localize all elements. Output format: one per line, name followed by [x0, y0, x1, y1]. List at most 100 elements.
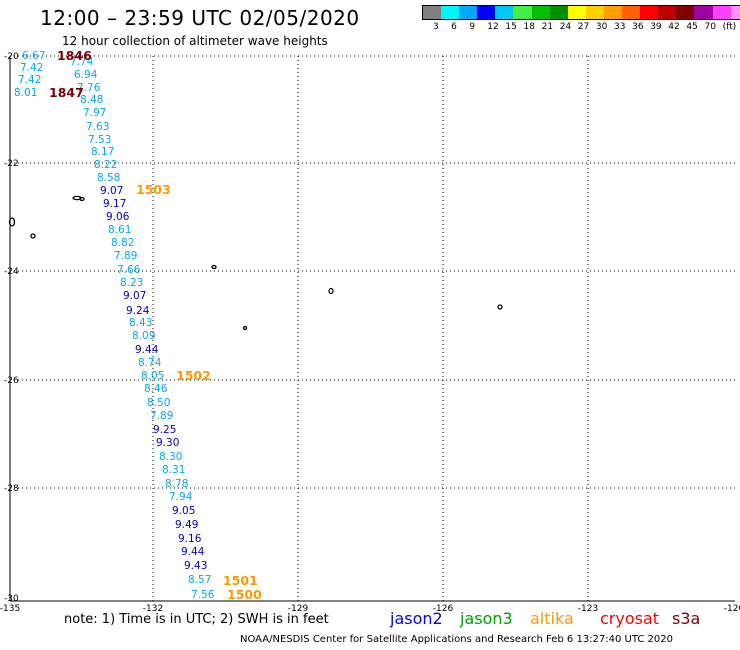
credit-line: NOAA/NESDIS Center for Satellite Applica… [240, 634, 673, 645]
legend-swatch [531, 6, 550, 19]
legend-swatch [423, 6, 442, 19]
legend-label: 18 [523, 22, 535, 32]
map-grid [9, 55, 735, 602]
wave-height-reading: 8.22 [94, 159, 117, 171]
satellite-name: jason2 [390, 609, 443, 628]
wave-height-reading: 9.07 [123, 290, 146, 302]
wave-height-reading: 8.30 [159, 451, 182, 463]
wave-height-reading: 9.17 [103, 198, 126, 210]
island-outline [30, 233, 36, 239]
wave-height-reading: 8.82 [111, 237, 134, 249]
island-outline [79, 196, 85, 202]
legend-swatch [730, 6, 740, 19]
wave-height-readings: 6.67 7.74 7.42 6.94 7.42 7.76 8.01 8.487.97 7.63… [14, 50, 215, 601]
longitude-label: -132 [143, 604, 163, 614]
wave-height-reading: 7.89 [150, 410, 173, 422]
longitude-label: -135 [0, 604, 20, 614]
latitude-label: -24 [4, 267, 19, 277]
wave-height-reading: 8.74 [138, 357, 162, 369]
wave-height-reading: 6.67 [22, 50, 45, 62]
wave-height-reading: 7.74 [70, 56, 94, 68]
wave-height-reading: 8.57 [188, 574, 211, 586]
legend-label: 42 [668, 22, 680, 32]
map-subtitle: 12 hour collection of altimeter wave hei… [62, 34, 328, 48]
wave-height-reading: 9.30 [156, 437, 179, 449]
longitude-label: -123 [578, 604, 598, 614]
wave-height-reading: 8.23 [120, 277, 143, 289]
island-outline [8, 217, 16, 227]
legend-swatch [658, 6, 677, 19]
wave-height-reading: 8.48 [80, 94, 103, 106]
legend-labels: 3 6 9 12 15 18 21 24 27 30 33 36 39 42 45 70 (ft) [422, 20, 740, 32]
legend-label: 21 [541, 22, 554, 32]
legend-label: 27 [577, 22, 590, 32]
wave-height-reading: 7.42 [18, 74, 41, 86]
legend-label: 3 [433, 22, 439, 32]
legend-swatch [585, 6, 604, 19]
wave-height-reading: 7.66 [117, 264, 141, 276]
wave-height-reading: 7.76 [77, 82, 101, 94]
wave-height-reading: 6.94 [74, 69, 98, 81]
legend-swatch [513, 6, 532, 19]
longitude-label: -126 [433, 604, 454, 614]
wave-height-reading: 9.44 [135, 344, 159, 356]
wave-height-reading: 7.42 [20, 62, 43, 74]
island-outline [242, 325, 248, 331]
legend-label: 15 [505, 22, 517, 32]
legend-swatch [603, 6, 623, 19]
footer-note: note: 1) Time is in UTC; 2) SWH is in fe… [64, 612, 329, 627]
legend-label: 70 [704, 22, 716, 32]
latitude-label: -22 [4, 159, 19, 169]
islands [8, 195, 503, 331]
legend-swatch [549, 6, 568, 19]
wave-height-legend: 3 6 9 12 15 18 21 24 27 30 33 36 39 42 45 70 (ft) [422, 5, 740, 32]
longitude-label: -120 [724, 604, 740, 614]
wave-height-reading: 7.94 [169, 491, 193, 503]
island-outline [328, 287, 334, 295]
legend-swatch [676, 6, 695, 19]
wave-height-reading: 8.58 [97, 172, 120, 184]
wave-height-reading: 7.63 [86, 121, 109, 133]
pass-time-label: 1501 [223, 573, 258, 588]
legend-label: (ft) [722, 22, 737, 32]
wave-height-reading: 8.50 [147, 397, 170, 409]
legend-label: 12 [487, 22, 499, 32]
pass-time-label: 1847 [49, 85, 84, 100]
wave-height-reading: 8.46 [144, 383, 168, 395]
wave-height-reading: 8.17 [91, 146, 114, 158]
wave-height-reading: 8.78 [165, 478, 188, 490]
pass-time-label: 1503 [136, 182, 171, 197]
legend-swatch [459, 6, 478, 19]
pass-time-label: 1846 [57, 48, 92, 63]
wave-height-reading: 7.89 [114, 250, 137, 262]
pass-time-label: 1502 [176, 368, 211, 383]
legend-label: 6 [451, 22, 457, 32]
legend-swatch [495, 6, 514, 19]
wave-height-reading: 8.09 [132, 330, 155, 342]
latitude-label: -30 [4, 594, 19, 604]
legend-label: 9 [469, 22, 475, 32]
latitude-label: -26 [4, 376, 19, 386]
satellite-name: altika [530, 609, 574, 628]
wave-height-reading: 9.06 [106, 211, 130, 223]
longitude-label: -129 [288, 604, 309, 614]
wave-height-reading: 8.61 [108, 224, 131, 236]
legend-color-bar [422, 5, 740, 20]
satellite-name: s3a [672, 609, 701, 628]
legend-swatch [567, 6, 586, 19]
wave-height-reading: 7.53 [88, 134, 111, 146]
legend-swatch [694, 6, 713, 19]
satellite-name: jason3 [460, 609, 513, 628]
wave-height-reading: 9.07 [100, 185, 123, 197]
wave-height-reading: 8.43 [129, 317, 152, 329]
axis-labels: -20 -22 -24 -26 -28 -30-135 -132 -129 -126 -123 -1… [0, 52, 740, 614]
island-outline [211, 264, 217, 270]
legend-label: 24 [559, 22, 572, 32]
island-outline [497, 304, 503, 310]
pass-time-label: 1500 [227, 587, 262, 602]
wave-height-reading: 9.05 [172, 505, 195, 517]
satellite-name: cryosat [600, 609, 660, 628]
latitude-label: -28 [4, 484, 19, 494]
